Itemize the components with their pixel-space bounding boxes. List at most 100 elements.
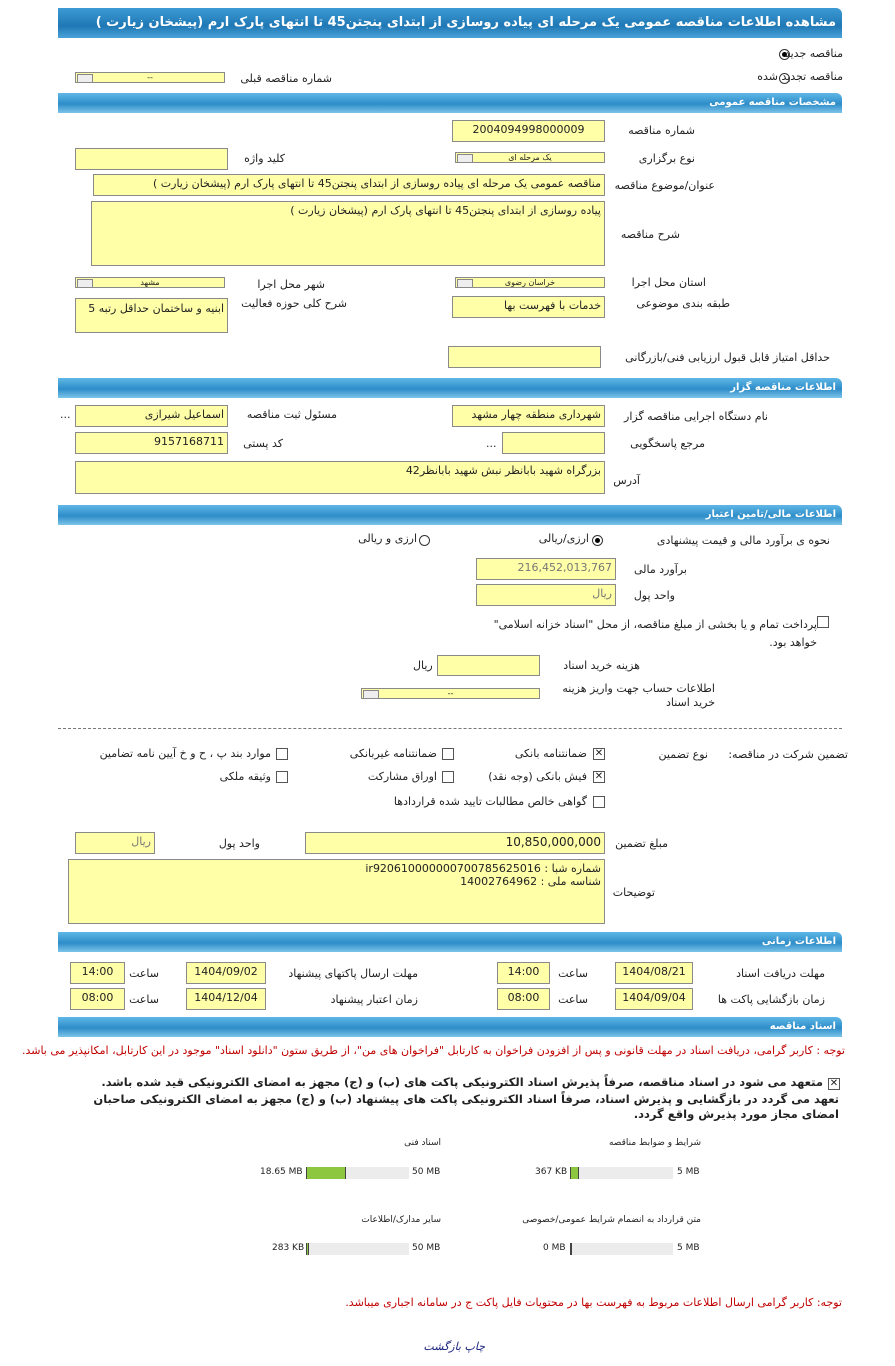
org-field[interactable]: شهرداری منطقه چهار مشهد [452, 405, 605, 427]
submit-label: مهلت ارسال پاکتهای پیشنهاد [288, 967, 418, 980]
address-field[interactable]: بزرگراه شهید بابانظر نبش شهید بابانظر42 [75, 461, 605, 494]
doc-receive-time[interactable]: 14:00 [497, 962, 550, 984]
docs-notice: توجه : کاربر گرامی، دریافت اسناد در مهلت… [21, 1044, 845, 1057]
commit-text-2: تعهد می گردد در بازگشایی و پذیرش اسناد، … [93, 1092, 839, 1121]
open-date[interactable]: 1404/09/04 [615, 988, 693, 1010]
min-score-field[interactable] [448, 346, 601, 368]
postal-code-field[interactable]: 9157168711 [75, 432, 228, 454]
open-label: زمان بازگشایی پاکت ها [717, 993, 825, 1006]
file-max: 5 MB [677, 1167, 700, 1177]
checkbox-bank-guarantee[interactable]: ✕ [593, 748, 605, 760]
doc-cost-label: هزینه خرید اسناد [563, 659, 640, 672]
notes-iban: شماره شبا : ir920610000000700785625016 [365, 862, 601, 875]
section-docs: اسناد مناقصه [58, 1017, 842, 1037]
label-renewed-tender: مناقصه تجدید شده [757, 70, 843, 83]
doc-receive-date[interactable]: 1404/08/21 [615, 962, 693, 984]
file-progress [306, 1243, 409, 1255]
file-label: سایر مدارک/اطلاعات [361, 1215, 441, 1225]
category-field[interactable]: خدمات با فهرست بها [452, 296, 605, 318]
keyword-field[interactable] [75, 148, 228, 170]
bank-guarantee-label: ضمانتنامه بانکی [514, 747, 587, 760]
validity-time[interactable]: 08:00 [70, 988, 125, 1010]
receivables-label: گواهی خالص مطالبات تایید شده قراردادها [393, 795, 587, 808]
submit-time[interactable]: 14:00 [70, 962, 125, 984]
account-dropdown[interactable]: -- [361, 688, 540, 699]
file-progress [570, 1167, 673, 1179]
checkbox-bonds[interactable] [442, 771, 454, 783]
file-label: متن قرارداد به انضمام شرایط عمومی/خصوصی [522, 1215, 701, 1225]
guarantee-amount-label: مبلغ تضمین [615, 837, 668, 850]
province-value: خراسان رضوی [504, 278, 556, 287]
city-label: شهر محل اجرا [257, 278, 325, 291]
treasury-checkbox[interactable] [817, 616, 829, 628]
checkbox-nonbank-guarantee[interactable] [442, 748, 454, 760]
responsible-field[interactable]: اسماعیل شیرازی [75, 405, 228, 427]
time-label: ساعت [558, 993, 588, 1006]
estimate-label: برآورد مالی [634, 563, 687, 576]
description-field[interactable]: پیاده روسازی از ابتدای پنجتن45 تا انتهای… [91, 201, 605, 266]
type-value: یک مرحله ای [508, 153, 552, 162]
bank-receipt-label: فیش بانکی (وجه نقد) [488, 770, 587, 783]
min-score-label: حداقل امتیاز قابل قبول ارزیابی فنی/بازرگ… [625, 351, 830, 364]
activity-label: شرح کلی حوزه فعالیت [241, 297, 347, 310]
reference-more-link[interactable]: ... [486, 437, 497, 450]
guarantee-amount-field[interactable]: 10,850,000,000 [305, 832, 605, 854]
file-max: 5 MB [677, 1243, 700, 1253]
guarantee-currency-field[interactable]: ریال [75, 832, 155, 854]
notes-field[interactable]: شماره شبا : ir920610000000700785625016 ش… [68, 859, 605, 924]
submit-date[interactable]: 1404/09/02 [186, 962, 266, 984]
time-label: ساعت [558, 967, 588, 980]
subject-field[interactable]: مناقصه عمومی یک مرحله ای پیاده روسازی از… [93, 174, 605, 196]
bonds-label: اوراق مشارکت [367, 770, 437, 783]
responsible-label: مسئول ثبت مناقصه [246, 408, 337, 421]
province-label: استان محل اجرا [631, 276, 706, 289]
prev-number-dropdown[interactable]: -- [75, 72, 225, 83]
commit-checkbox[interactable]: ✕ [828, 1078, 840, 1090]
description-label: شرح مناقصه [620, 228, 680, 241]
radio-both[interactable] [419, 535, 430, 546]
page-title: مشاهده اطلاعات مناقصه عمومی یک مرحله ای … [58, 8, 842, 38]
reference-label: مرجع پاسخگویی [630, 437, 705, 450]
radio-renewed-tender[interactable] [779, 73, 790, 84]
checkbox-receivables[interactable] [593, 796, 605, 808]
doc-cost-field[interactable] [437, 655, 540, 676]
city-value: مشهد [140, 278, 160, 287]
postal-code-label: کد پستی [243, 437, 283, 450]
doc-receive-label: مهلت دریافت اسناد [736, 967, 825, 980]
checkbox-bank-receipt[interactable]: ✕ [593, 771, 605, 783]
commit-text-1: متعهد می شود در اسناد مناقصه، صرفاً پذیر… [101, 1075, 823, 1089]
notes-label: توضیحات [612, 886, 655, 899]
type-label: نوع برگزاری [638, 152, 695, 165]
radio-rial-label: ارزی/ریالی [538, 532, 589, 545]
city-dropdown[interactable]: مشهد [75, 277, 225, 288]
section-finance: اطلاعات مالی/تامین اعتبار [58, 505, 842, 525]
notes-national-id: شناسه ملی : 14002764962 [460, 875, 601, 888]
responsible-more-link[interactable]: ... [60, 408, 71, 421]
file-size: 283 KB [272, 1243, 305, 1253]
type-dropdown[interactable]: یک مرحله ای [455, 152, 605, 163]
radio-rial[interactable] [592, 535, 603, 546]
tender-number-field[interactable]: 2004094998000009 [452, 120, 605, 142]
guarantee-currency-label: واحد پول [218, 837, 260, 850]
checkbox-regulation-items[interactable] [276, 748, 288, 760]
currency-field[interactable]: ریال [476, 584, 616, 606]
province-dropdown[interactable]: خراسان رضوی [455, 277, 605, 288]
estimate-field[interactable]: 216,452,013,767 [476, 558, 616, 580]
validity-date[interactable]: 1404/12/04 [186, 988, 266, 1010]
print-link[interactable]: چاپ [464, 1340, 485, 1353]
open-time[interactable]: 08:00 [497, 988, 550, 1010]
reference-field[interactable] [502, 432, 605, 454]
guarantee-label: تضمین شرکت در مناقصه: [728, 748, 848, 761]
file-label: شرایط و ضوابط مناقصه [608, 1138, 701, 1148]
back-link[interactable]: بازگشت [423, 1340, 461, 1353]
checkbox-property-collateral[interactable] [276, 771, 288, 783]
activity-field[interactable]: ابنیه و ساختمان حداقل رتبه 5 [75, 298, 228, 333]
file-size: 0 MB [543, 1243, 566, 1253]
file-label: اسناد فنی [404, 1138, 441, 1148]
doc-cost-unit: ریال [413, 659, 433, 672]
account-label: اطلاعات حساب جهت واریز هزینه خرید اسناد [562, 682, 715, 709]
time-label: ساعت [129, 967, 159, 980]
property-collateral-label: وثیقه ملکی [219, 770, 271, 783]
radio-new-tender[interactable] [779, 49, 790, 60]
org-label: نام دستگاه اجرایی مناقصه گزار [624, 410, 768, 423]
